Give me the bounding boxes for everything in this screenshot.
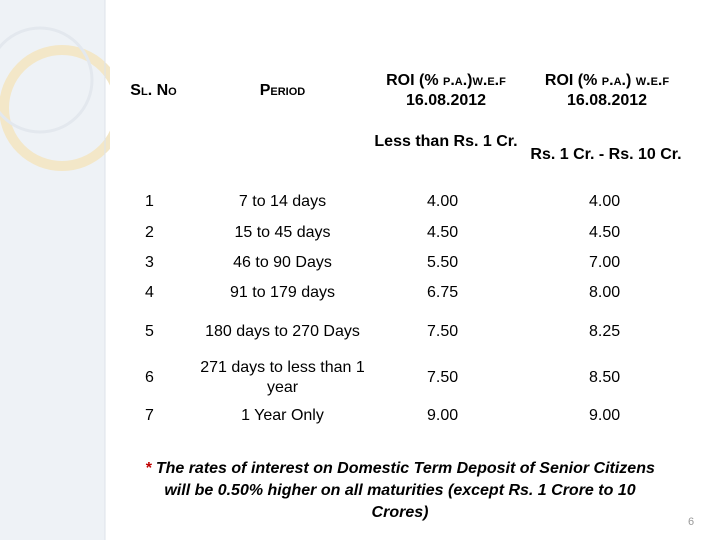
table-cell: 4.00 [589, 192, 621, 210]
table-cell: 91 to 179 days [230, 284, 335, 301]
footnote-text: The rates of interest on Domestic Term D… [155, 460, 655, 521]
header-text: ROI (% p.a.) w.e.f [544, 72, 670, 89]
subheader: Rs. 1 Cr. - Rs. 10 Cr. [530, 146, 682, 163]
table-cell: 7 to 14 days [238, 192, 327, 210]
footnote: * The rates of interest on Domestic Term… [140, 458, 660, 524]
table-cell: 8.00 [589, 284, 621, 301]
table-cell: 8.25 [589, 322, 621, 340]
header-roi: ROI (% p.a.) w.e.f 16.08.2012 [527, 65, 687, 117]
table-cell: 4.50 [427, 224, 459, 241]
table-cell: 4.00 [427, 192, 459, 210]
table-cell: 15 to 45 days [234, 224, 331, 241]
table-cell: 271 days to less than 1 year [200, 358, 365, 396]
table-cell: 1 [145, 192, 154, 210]
table-cell: 5.50 [427, 254, 459, 271]
table-cell: 4 [145, 284, 154, 301]
table-cell: 46 to 90 Days [233, 254, 332, 271]
table-cell: 9.00 [589, 407, 621, 424]
table-cell: 8.50 [589, 368, 621, 386]
table-cell: 180 days to 270 Days [205, 322, 360, 340]
table-cell: 7 [145, 407, 154, 424]
table-cell: 5 [145, 322, 154, 340]
subheader: Less than Rs. 1 Cr. [374, 133, 518, 150]
header-date: 16.08.2012 [566, 92, 648, 109]
table-cell: 7.50 [427, 368, 459, 386]
table-cell: 4.50 [589, 224, 621, 241]
table-cell: 3 [145, 254, 154, 271]
decoration [0, 0, 110, 540]
footnote-mark: * [145, 460, 152, 477]
header-sl-no: Sl. No [130, 82, 177, 99]
table-cell: 1 Year Only [241, 407, 324, 424]
table-cell: 6 [145, 368, 154, 386]
header-period: Period [259, 82, 306, 99]
header-roi: ROI (% p.a.)w.e.f 16.08.2012 [365, 65, 527, 117]
table-cell: 6.75 [427, 284, 459, 301]
table-cell: 7.50 [427, 322, 459, 340]
table-cell: 2 [145, 224, 154, 241]
table-cell: 9.00 [427, 407, 459, 424]
header-text: ROI (% p.a.)w.e.f [386, 72, 506, 89]
page-number: 6 [688, 516, 695, 528]
header-date: 16.08.2012 [405, 92, 487, 109]
table-cell: 7.00 [589, 254, 621, 271]
